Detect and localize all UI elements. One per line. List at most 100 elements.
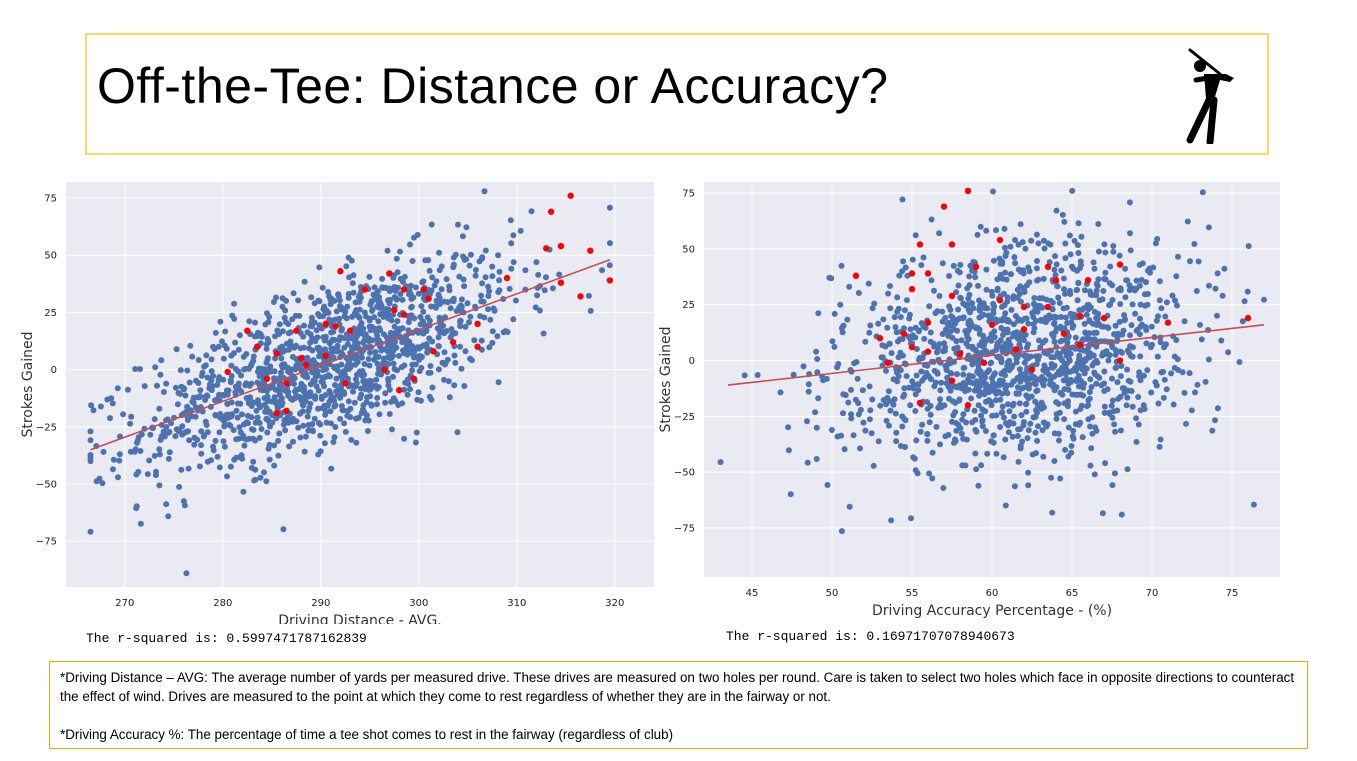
data-point <box>241 442 248 449</box>
data-point <box>1116 252 1123 259</box>
data-point <box>339 306 346 313</box>
data-point <box>1009 402 1016 409</box>
data-point <box>1143 279 1149 286</box>
data-point <box>237 454 244 461</box>
data-point <box>87 528 94 535</box>
data-point <box>281 417 288 424</box>
data-point <box>946 395 952 402</box>
data-point <box>404 351 411 358</box>
data-point <box>850 432 857 439</box>
data-point <box>937 396 943 403</box>
data-point <box>1007 243 1014 250</box>
data-point <box>949 418 956 425</box>
data-point <box>376 411 383 418</box>
data-point <box>1102 276 1109 283</box>
data-point <box>144 471 151 478</box>
data-point <box>1062 255 1069 262</box>
data-point <box>1140 372 1147 379</box>
data-point <box>1209 427 1216 434</box>
data-point <box>429 384 436 391</box>
data-point <box>964 334 971 341</box>
data-point <box>944 374 951 381</box>
data-point <box>919 355 926 361</box>
data-point <box>1085 416 1092 423</box>
data-point <box>1041 404 1047 411</box>
data-point <box>437 301 443 307</box>
data-point <box>929 475 936 482</box>
data-point <box>1086 389 1093 395</box>
data-point <box>265 417 272 423</box>
data-point <box>99 480 106 487</box>
data-point <box>195 357 202 363</box>
data-point <box>1020 422 1027 429</box>
data-point <box>1040 237 1047 244</box>
data-point <box>979 418 986 425</box>
data-point <box>1148 389 1155 396</box>
data-point <box>899 423 906 430</box>
data-point <box>489 273 496 280</box>
data-point <box>1049 306 1056 313</box>
data-point <box>1073 287 1080 294</box>
data-point <box>315 387 322 394</box>
data-point <box>328 345 335 352</box>
data-point <box>420 278 427 285</box>
data-point <box>435 334 442 341</box>
data-point <box>1132 310 1139 317</box>
data-point <box>331 337 338 343</box>
data-point <box>263 359 270 366</box>
data-point <box>1070 427 1077 434</box>
data-point <box>353 380 360 387</box>
data-point <box>1088 384 1095 390</box>
y-tick-label: −25 <box>36 422 57 433</box>
data-point <box>976 297 982 304</box>
data-point <box>132 366 139 372</box>
y-tick-label: −75 <box>36 537 57 548</box>
data-point <box>234 414 241 421</box>
data-point <box>450 261 457 268</box>
data-point <box>1075 279 1082 286</box>
highlighted-point <box>1100 314 1108 322</box>
data-point <box>866 416 873 423</box>
data-point <box>959 462 966 469</box>
data-point <box>1017 221 1024 228</box>
data-point <box>203 422 210 428</box>
data-point <box>869 305 876 312</box>
data-point <box>942 314 949 321</box>
data-point <box>1160 394 1167 401</box>
x-tick-label: 310 <box>507 598 526 609</box>
data-point <box>186 379 193 386</box>
data-point <box>1111 421 1118 428</box>
data-point <box>1039 374 1045 380</box>
data-point <box>854 375 861 382</box>
data-point <box>812 409 819 416</box>
data-point <box>307 381 314 388</box>
data-point <box>1001 244 1008 251</box>
data-point <box>188 413 195 420</box>
data-point <box>231 300 238 307</box>
data-point <box>382 399 389 406</box>
data-point <box>1021 352 1028 359</box>
data-point <box>1031 295 1038 301</box>
highlighted-point <box>577 293 584 300</box>
data-point <box>332 424 339 430</box>
data-point <box>1061 386 1068 392</box>
data-point <box>1072 334 1079 341</box>
data-point <box>212 329 219 336</box>
data-point <box>974 325 981 331</box>
data-point <box>447 305 454 312</box>
data-point <box>127 420 134 427</box>
data-point <box>1106 280 1113 287</box>
data-point <box>1049 382 1056 389</box>
data-point <box>415 290 422 297</box>
data-point <box>399 400 406 407</box>
data-point <box>994 287 1001 294</box>
data-point <box>994 276 1001 283</box>
data-point <box>866 329 873 336</box>
data-point <box>461 283 468 290</box>
data-point <box>1127 378 1134 385</box>
data-point <box>178 466 185 473</box>
data-point <box>896 336 903 343</box>
data-point <box>458 303 465 310</box>
data-point <box>305 422 312 428</box>
data-point <box>1101 241 1108 248</box>
